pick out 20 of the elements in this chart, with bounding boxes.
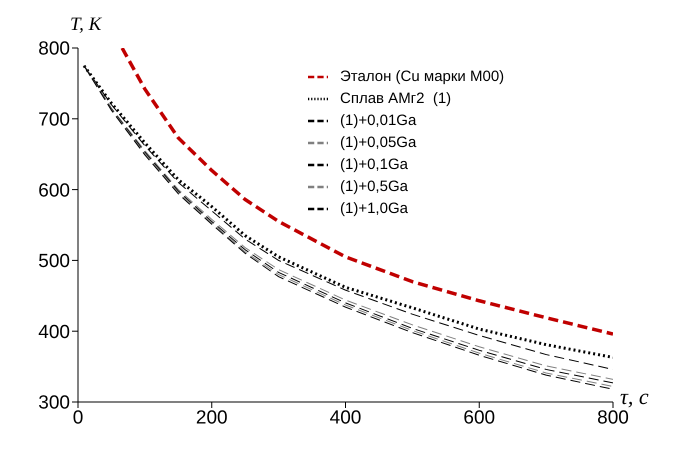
x-tick-label: 0 [72,407,84,428]
y-tick-label: 300 [38,392,70,414]
legend-label: (1)+0,5Ga [340,178,408,195]
y-tick-label: 400 [38,322,70,343]
legend-label: (1)+0,01Ga [340,112,416,129]
y-tick-label: 800 [38,38,70,60]
y-axis-title: T, K [70,14,102,36]
legend-label: Сплав АМг2 (1) [340,90,452,107]
x-tick-label: 600 [463,407,496,428]
legend-label: Эталон (Cu марки М00) [340,68,504,85]
y-tick-label: 600 [38,180,70,202]
legend-label: (1)+0,1Ga [340,156,408,173]
x-tick-label: 800 [597,407,629,428]
x-tick-label: 400 [330,407,362,428]
legend-label: (1)+1,0Ga [340,200,408,217]
y-tick-label: 500 [38,251,70,272]
x-axis-title: τ, c [620,384,649,410]
y-tick-label: 700 [38,110,70,131]
legend-label: (1)+0,05Ga [340,134,416,151]
x-tick-label: 200 [196,407,228,428]
